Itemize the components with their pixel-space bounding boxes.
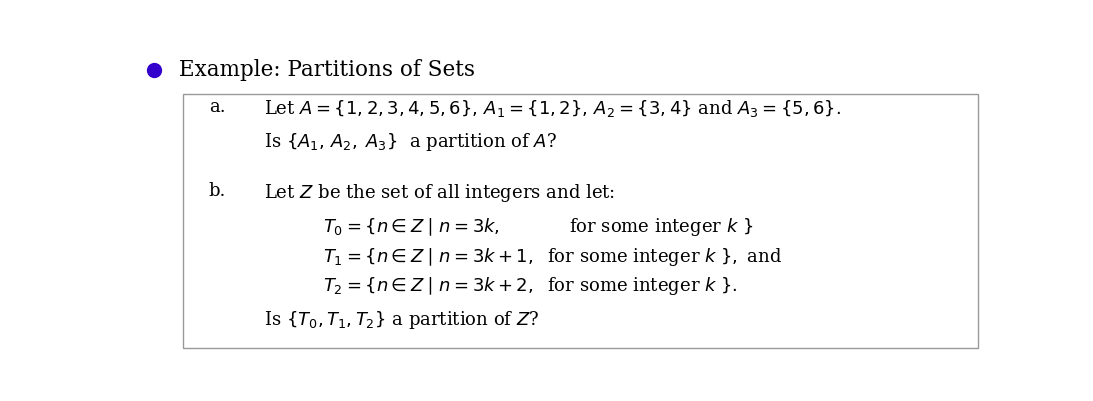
Text: $T_1 = \{ n \in Z \mid n = 3k + 1,\;$ for some integer $k$ $\},$ and: $T_1 = \{ n \in Z \mid n = 3k + 1,\;$ fo…	[324, 246, 783, 268]
Text: Let $Z$ be the set of all integers and let:: Let $Z$ be the set of all integers and l…	[263, 182, 615, 205]
Text: Is $\{ T_0, T_1, T_2 \}$ a partition of $Z$?: Is $\{ T_0, T_1, T_2 \}$ a partition of …	[263, 309, 539, 331]
Text: b.: b.	[209, 182, 226, 200]
Text: Example: Partitions of Sets: Example: Partitions of Sets	[179, 59, 475, 81]
Text: Is $\{A_1 ,\, A_2,\; A_3 \}$  a partition of $A$?: Is $\{A_1 ,\, A_2,\; A_3 \}$ a partition…	[263, 132, 556, 154]
Text: $T_0 = \{ n \in Z \mid n = 3k,$: $T_0 = \{ n \in Z \mid n = 3k,$	[324, 217, 500, 238]
Text: for some integer $k$ $\}$: for some integer $k$ $\}$	[568, 217, 753, 239]
Text: $T_2 = \{ n \in Z \mid n = 3k + 2,\;$ for some integer $k$ $\}.$: $T_2 = \{ n \in Z \mid n = 3k + 2,\;$ fo…	[324, 275, 738, 297]
Text: Let $A = \{ 1, 2, 3, 4, 5, 6 \},\, A_1 = \{ 1, 2 \},\, A_2 = \{ 3, 4 \}$ and $A_: Let $A = \{ 1, 2, 3, 4, 5, 6 \},\, A_1 =…	[263, 97, 841, 119]
FancyBboxPatch shape	[184, 95, 978, 348]
Text: a.: a.	[209, 97, 225, 115]
